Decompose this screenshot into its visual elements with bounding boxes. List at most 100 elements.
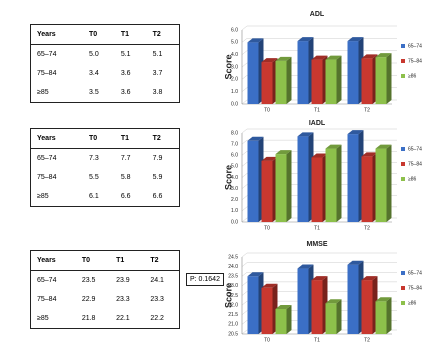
grid-line [241, 217, 397, 223]
legend-swatch [401, 177, 405, 181]
table-row: ≥85 6.1 6.6 6.6 [31, 187, 180, 207]
x-tick-label: T2 [364, 107, 370, 113]
legend-label: ≥86 [408, 176, 417, 182]
bar-front [325, 303, 337, 334]
bar-top [247, 136, 264, 141]
table-cell: 5.1 [152, 51, 163, 58]
legend-swatch [401, 59, 405, 63]
grid-line [241, 184, 397, 189]
y-tick-label: 0.0 [231, 219, 238, 225]
bar-front [275, 308, 287, 334]
legend-label: 75–84 [408, 58, 422, 64]
grid-line [241, 272, 397, 277]
bar-top [361, 54, 378, 59]
bar-front [311, 280, 323, 334]
bar [247, 272, 264, 334]
bar-top [247, 272, 264, 277]
bar [325, 55, 342, 104]
y-tick-label: 3.0 [231, 186, 238, 192]
table-cell: 5.5 [89, 174, 99, 181]
y-tick-label: 21.0 [228, 322, 238, 328]
table-cell: 3.6 [120, 89, 131, 96]
x-tick-label: T0 [264, 107, 270, 113]
grid-line [241, 162, 397, 167]
bar-front [311, 59, 323, 104]
bar-top [347, 37, 364, 42]
bar-top [325, 299, 342, 304]
bar-top [375, 53, 392, 58]
y-tick-label: 23.0 [228, 283, 238, 289]
table-cell: ≥85 [37, 193, 49, 200]
legend-label: ≥86 [408, 73, 417, 79]
bar-side [286, 150, 292, 222]
table-cell: 6.6 [152, 193, 163, 200]
bar [297, 132, 314, 222]
y-tick-label: 23.5 [228, 274, 238, 280]
bar-top [361, 152, 378, 157]
bar-side [386, 53, 392, 104]
y-tick-label: 24.5 [228, 254, 238, 260]
bar-top [375, 297, 392, 302]
table-cell: T2 [146, 24, 180, 45]
y-axis-label: Score [223, 165, 233, 190]
y-tick-label: 6.0 [231, 153, 238, 159]
grid-line [241, 38, 397, 43]
bar [347, 37, 364, 104]
y-tick-label: 24.0 [228, 264, 238, 270]
table-cell: 22.2 [150, 315, 164, 322]
bar [375, 144, 392, 222]
grid-line [241, 300, 397, 306]
y-tick-label: 2.0 [231, 77, 238, 83]
grid-line [241, 87, 397, 92]
bar-front [247, 42, 259, 104]
legend-label: 65–74 [408, 270, 422, 276]
bar [297, 37, 314, 104]
table-cell: Years [30, 128, 84, 149]
table-cell: 5.9 [152, 174, 163, 181]
grid-line [241, 99, 397, 105]
table-cell: ≥85 [37, 89, 49, 96]
bar-top [311, 276, 328, 281]
table-cell: 65–74 [37, 51, 57, 58]
legend-swatch [401, 74, 405, 78]
grid-line [241, 173, 397, 178]
y-tick-label: 5.0 [231, 40, 238, 46]
bar-front [375, 301, 387, 334]
table-cell: 3.8 [152, 89, 163, 96]
chart-title: ADL [310, 11, 325, 18]
bar-side [286, 56, 292, 104]
table-cell: 3.5 [89, 89, 99, 96]
table-row: 75–84 3.4 3.6 3.7 [31, 64, 180, 83]
table-cell: 21.8 [81, 315, 96, 322]
x-tick-label: T1 [314, 107, 320, 113]
grid-line [241, 128, 397, 134]
bar-top [297, 37, 314, 42]
bar-front [297, 136, 309, 222]
bar-top [261, 283, 278, 288]
legend-swatch [401, 147, 405, 151]
table-cell: 6.1 [89, 193, 99, 200]
grid-line [241, 50, 397, 55]
grid-line [241, 329, 397, 335]
table-cell: 6.6 [120, 193, 131, 200]
table-row: Years T0 T1 T2 [30, 128, 180, 149]
table-row: ≥85 21.8 22.1 22.2 [31, 309, 180, 329]
table-row: 65–74 7.3 7.7 7.9 [31, 149, 180, 169]
bar-top [297, 264, 314, 269]
chart-title: IADL [309, 120, 326, 127]
grid-line [241, 62, 397, 68]
bar-side [386, 297, 392, 334]
grid-line [241, 281, 397, 287]
table-cell: Years [30, 250, 76, 271]
chart-title: MMSE [307, 241, 328, 248]
bar-top [297, 132, 314, 137]
bar [361, 152, 378, 222]
grid-line [241, 320, 397, 325]
bar-top [311, 153, 328, 158]
bar-front [347, 264, 359, 334]
table: Years T0 T1 T2 65–74 5.0 5.1 5.1 75–84 3.4 3.6 3.7 ≥… [30, 24, 180, 103]
y-tick-label: 1.0 [231, 208, 238, 214]
bar [325, 144, 342, 222]
table-cell: 22.9 [81, 296, 96, 303]
legend-swatch [401, 286, 405, 290]
